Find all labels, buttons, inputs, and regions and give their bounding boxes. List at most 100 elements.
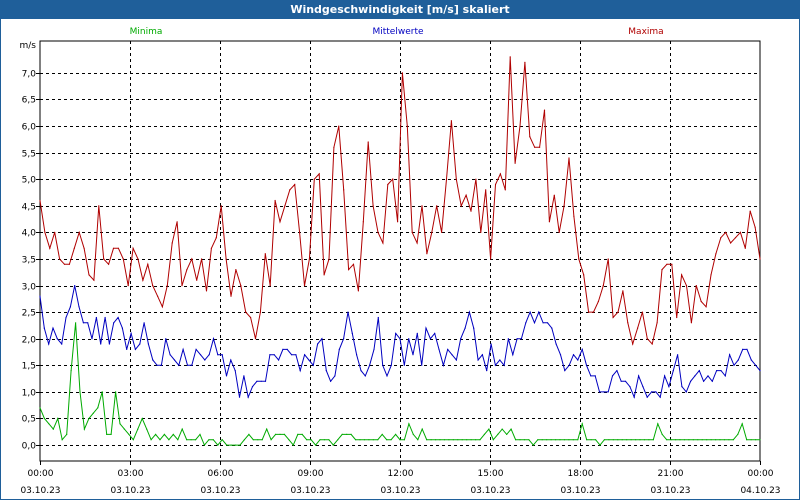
data-point-maxima (98, 205, 100, 207)
data-point-mittelwerte (369, 364, 371, 366)
data-point-mittelwerte (559, 354, 562, 356)
data-point-maxima (68, 263, 70, 265)
data-point-mittelwerte (330, 380, 332, 382)
data-point-maxima (387, 183, 389, 186)
data-point-maxima (666, 263, 668, 265)
data-point-maxima (431, 231, 433, 233)
data-point-mittelwerte (490, 343, 492, 345)
data-point-mittelwerte (585, 364, 588, 366)
data-point-minima (523, 439, 526, 441)
data-point-minima (492, 439, 494, 441)
data-point-mittelwerte (611, 375, 614, 377)
data-point-mittelwerte (317, 343, 319, 345)
plot-area: 0,0 0,5 1,0 1,5 2,0 2,5 3,0 3,5 4,0 4,5 5,0 5,5 6,0 6… (20, 40, 781, 496)
data-point-mittelwerte (82, 322, 84, 324)
data-point-mittelwerte (91, 338, 93, 340)
data-point-minima (572, 439, 574, 441)
data-point-maxima (455, 178, 457, 180)
data-point-minima (470, 439, 472, 441)
y-tick-label: 3,5 (22, 256, 36, 266)
data-point-minima (341, 433, 343, 435)
data-point-minima (306, 439, 308, 441)
data-point-minima (355, 439, 357, 441)
data-point-mittelwerte (278, 359, 280, 361)
data-point-maxima (661, 269, 663, 271)
data-point-mittelwerte (165, 338, 167, 340)
data-point-mittelwerte (481, 354, 483, 356)
data-point-mittelwerte (382, 364, 384, 366)
data-point-mittelwerte (121, 327, 123, 329)
data-point-mittelwerte (364, 375, 366, 377)
data-point-maxima (637, 327, 639, 329)
data-point-mittelwerte (147, 343, 149, 345)
data-point-mittelwerte (620, 380, 622, 382)
data-point-maxima (607, 258, 609, 260)
data-point-maxima (205, 290, 208, 292)
data-point-mittelwerte (156, 364, 158, 366)
data-point-minima (732, 439, 734, 441)
data-point-mittelwerte (117, 316, 119, 319)
data-point-minima (359, 439, 361, 441)
data-point-mittelwerte (152, 359, 154, 361)
data-point-maxima (514, 162, 516, 164)
data-point-maxima (372, 205, 374, 207)
data-point-minima (368, 439, 370, 441)
data-point-maxima (715, 253, 717, 255)
data-point-minima (128, 433, 130, 435)
data-point-mittelwerte (251, 386, 254, 388)
data-point-minima (48, 423, 50, 425)
data-point-minima (479, 439, 481, 441)
data-point-minima (417, 439, 419, 441)
data-point-maxima (367, 141, 369, 143)
data-point-minima (661, 433, 663, 435)
data-point-mittelwerte (43, 327, 45, 329)
data-point-minima (630, 439, 632, 441)
data-point-minima (626, 439, 628, 441)
data-point-mittelwerte (260, 380, 262, 382)
data-point-mittelwerte (624, 380, 627, 382)
data-point-maxima (201, 258, 203, 260)
data-point-minima (97, 407, 99, 409)
data-point-mittelwerte (434, 332, 436, 334)
data-point-mittelwerte (173, 359, 176, 361)
data-point-mittelwerte (503, 364, 505, 366)
data-point-maxima (627, 322, 629, 324)
data-point-minima (177, 439, 179, 441)
x-tick-time-label: 15:00 (478, 469, 504, 479)
data-point-maxima (490, 258, 492, 260)
data-point-minima (497, 433, 499, 435)
data-point-minima (279, 433, 281, 435)
data-point-maxima (39, 199, 41, 202)
data-point-maxima (103, 258, 105, 260)
data-point-mittelwerte (724, 375, 726, 377)
data-point-maxima (519, 125, 521, 127)
data-point-minima (466, 439, 468, 441)
data-point-minima (235, 444, 237, 446)
data-point-minima (408, 423, 410, 425)
data-point-mittelwerte (104, 316, 106, 319)
data-point-minima (88, 417, 90, 420)
data-point-mittelwerte (191, 364, 193, 366)
data-point-maxima (494, 183, 497, 186)
y-tick-label: 7,0 (22, 70, 37, 80)
data-point-mittelwerte (230, 359, 232, 361)
data-point-maxima (558, 231, 560, 233)
x-tick-time-label: 00:00 (28, 469, 54, 479)
data-point-mittelwerte (312, 364, 314, 366)
data-point-maxima (73, 247, 75, 249)
data-point-minima (435, 439, 437, 441)
data-point-maxima (186, 269, 188, 271)
data-point-minima (741, 423, 743, 425)
data-point-maxima (240, 285, 242, 287)
data-point-maxima (254, 338, 257, 340)
data-point-mittelwerte (169, 354, 171, 356)
data-point-maxima (157, 295, 159, 297)
data-point-maxima (460, 205, 462, 207)
data-point-mittelwerte (698, 370, 700, 372)
data-point-maxima (622, 290, 624, 292)
data-point-maxima (563, 205, 565, 207)
data-point-maxima (568, 157, 570, 159)
data-point-mittelwerte (282, 348, 284, 350)
data-point-minima (217, 444, 219, 446)
data-point-mittelwerte (204, 359, 206, 361)
